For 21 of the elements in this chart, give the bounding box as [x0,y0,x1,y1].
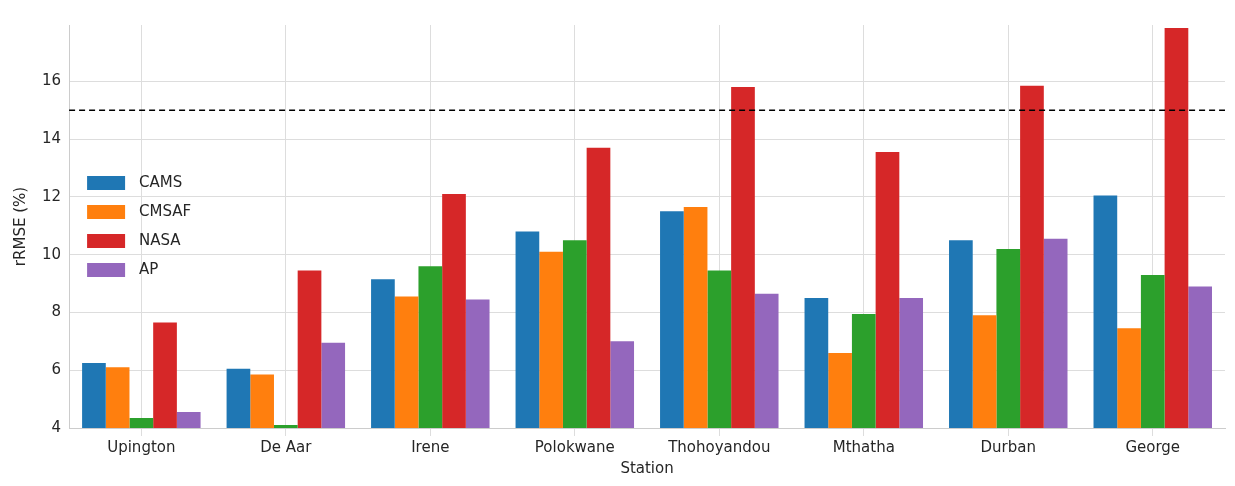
x-tick-label: Mthatha [832,437,895,456]
y-tick-label: 6 [51,360,62,379]
legend-label: AP [139,259,159,278]
legend-label: NASA [139,230,182,249]
y-tick-label: 4 [51,417,62,436]
x-tick-label: Thohoyandou [667,437,771,456]
x-tick-label: George [1125,437,1181,456]
x-tick-label: Irene [411,437,450,456]
y-tick-label: 10 [41,244,62,263]
x-tick-label: Upington [107,437,176,456]
x-axis-title: Station [620,458,674,477]
legend-label: CMSAF [139,201,192,220]
y-tick-label: 8 [51,302,62,321]
y-tick-label: 16 [41,71,62,90]
y-tick-label: 14 [41,129,62,147]
x-tick-label: De Aar [260,437,313,456]
y-tick-label: 12 [41,186,62,205]
x-tick-label: Durban [980,437,1036,456]
legend-label: CAMS [139,172,183,191]
y-axis-title: rRMSE (%) [10,186,29,267]
x-tick-label: Polokwane [534,437,615,456]
